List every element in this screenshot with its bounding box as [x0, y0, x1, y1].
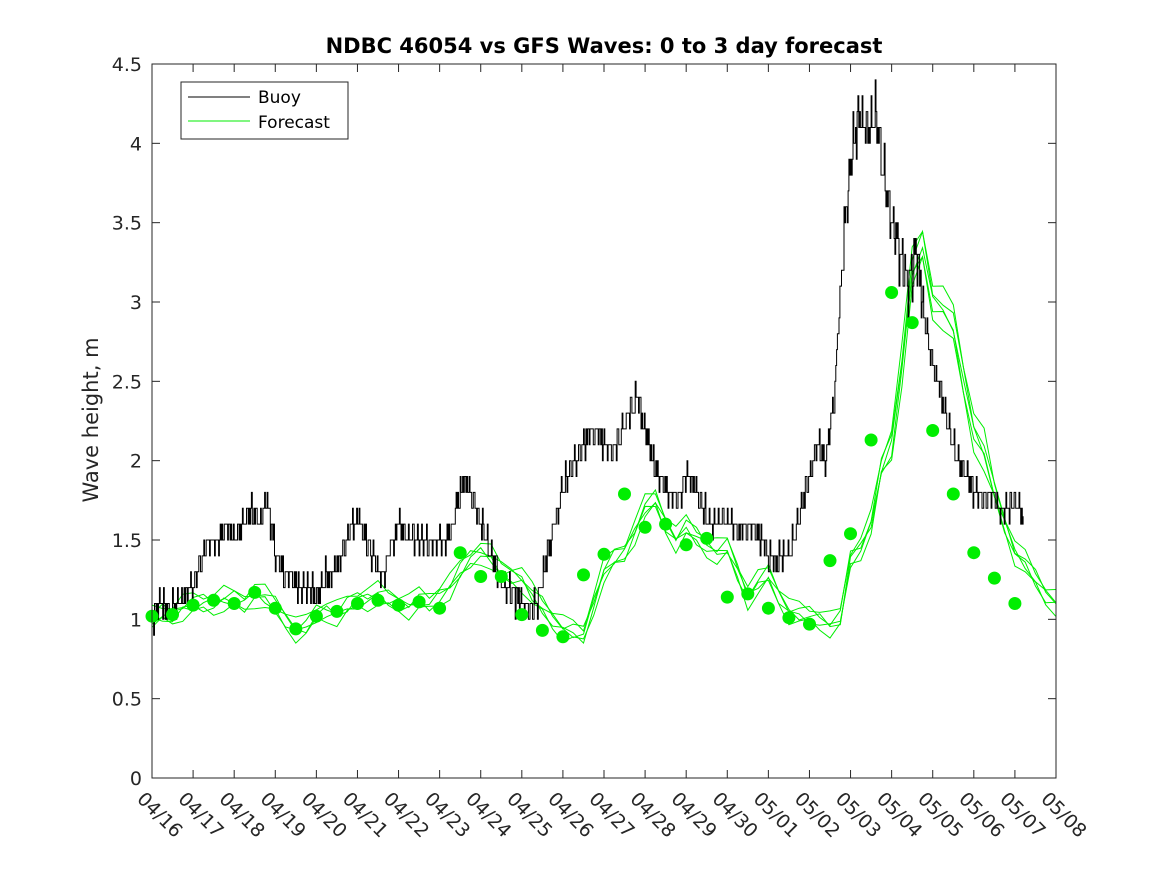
forecast-marker [864, 433, 878, 447]
forecast-marker [433, 601, 447, 615]
chart-title: NDBC 46054 vs GFS Waves: 0 to 3 day fore… [326, 34, 883, 58]
y-tick-label: 0 [130, 768, 142, 790]
legend: Buoy Forecast [180, 81, 349, 140]
forecast-marker [351, 597, 364, 610]
forecast-marker [597, 547, 611, 561]
buoy-series-line [152, 79, 1024, 636]
y-tick-label: 4 [130, 133, 142, 155]
forecast-marker [268, 601, 282, 615]
forecast-marker [371, 593, 385, 607]
y-tick-label: 3.5 [112, 213, 142, 235]
forecast-marker [741, 587, 755, 601]
legend-buoy-label: Buoy [258, 88, 301, 108]
forecast-marker [803, 617, 816, 631]
forecast-marker [289, 622, 303, 636]
forecast-marker [679, 538, 693, 552]
forecast-marker [844, 527, 857, 541]
y-tick-label: 1 [130, 609, 142, 631]
forecast-marker [823, 554, 837, 568]
forecast-series-line [151, 255, 1057, 644]
forecast-marker [186, 598, 200, 612]
forecast-marker [453, 546, 467, 560]
forecast-marker [638, 520, 652, 534]
forecast-marker [720, 590, 734, 604]
forecast-marker [926, 424, 940, 437]
forecast-marker [618, 487, 631, 501]
plot-frame [151, 63, 1057, 779]
forecast-marker [1008, 597, 1022, 610]
forecast-marker [987, 571, 1001, 585]
forecast-marker [659, 517, 673, 531]
forecast-marker [166, 608, 179, 622]
y-tick-label: 0.5 [112, 689, 142, 711]
forecast-marker [885, 286, 899, 299]
forecast-marker [577, 568, 590, 582]
y-tick-label: 1.5 [112, 530, 142, 552]
series-layer [145, 79, 1057, 645]
forecast-marker [474, 570, 488, 583]
forecast-marker [905, 316, 919, 330]
y-tick-label: 4.5 [112, 54, 142, 76]
forecast-marker [556, 630, 570, 644]
forecast-marker [515, 608, 529, 622]
forecast-series-line [151, 229, 1057, 632]
y-tick-label: 2.5 [112, 371, 142, 393]
forecast-marker [330, 604, 344, 618]
y-tick-label: 3 [130, 292, 142, 314]
forecast-marker [412, 595, 426, 609]
forecast-series-line [151, 246, 1057, 639]
forecast-marker [535, 623, 549, 637]
legend-box [180, 81, 349, 140]
forecast-marker [700, 531, 714, 545]
forecast-marker [207, 593, 221, 607]
forecast-marker [494, 570, 508, 583]
forecast-marker [967, 546, 981, 560]
forecast-marker [761, 601, 775, 615]
forecast-marker [227, 597, 241, 610]
forecast-marker [946, 487, 960, 501]
y-tick-label: 2 [130, 451, 142, 473]
forecast-marker [309, 609, 323, 623]
y-axis-label: Wave height, m [79, 337, 103, 502]
forecast-marker [248, 585, 262, 599]
forecast-marker [782, 611, 796, 625]
forecast-marker [392, 598, 405, 612]
legend-forecast-label: Forecast [258, 113, 330, 133]
